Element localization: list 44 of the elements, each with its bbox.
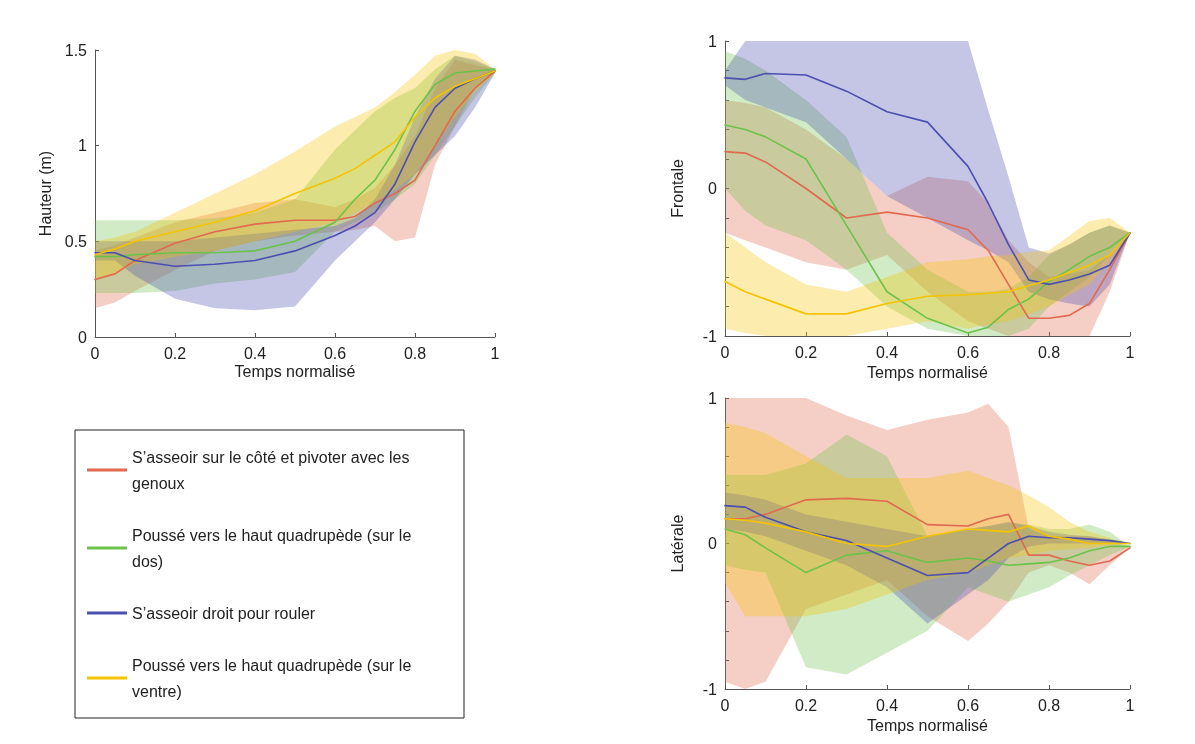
line-series <box>724 231 1131 315</box>
x-tick-label: 0 <box>720 696 730 714</box>
x-axis-title: Temps normalisé <box>867 364 989 382</box>
y-tick-label: -1 <box>702 680 718 698</box>
x-tick-label: 0.2 <box>163 344 187 362</box>
x-tick-label: 1 <box>1125 696 1135 714</box>
x-tick-label: 0.8 <box>403 344 427 362</box>
line-series <box>724 504 1131 577</box>
y-tick-label: 1.5 <box>64 41 88 59</box>
legend-label: Poussé vers le haut quadrupède (sur le dos) <box>132 526 416 570</box>
legend-label: S’asseoir droit pour rouler <box>132 604 316 622</box>
x-tick-label: 1 <box>1125 343 1135 361</box>
line-series <box>724 150 1131 320</box>
x-axis-title: Temps normalisé <box>867 717 989 735</box>
y-axis-title: Latérale <box>668 514 686 573</box>
x-tick-label: 0.8 <box>1037 343 1061 361</box>
x-tick-label: 0.2 <box>794 696 818 714</box>
legend-label: Poussé vers le haut quadrupède (sur le ventre) <box>132 656 416 700</box>
x-axis-title: Temps normalisé <box>234 362 356 380</box>
y-axis-title: Hauteur (m) <box>37 150 55 237</box>
x-tick-label: 0.4 <box>875 343 899 361</box>
x-tick-label: 0.2 <box>794 343 818 361</box>
x-tick-label: 0.8 <box>1037 696 1061 714</box>
x-tick-label: 0.6 <box>956 696 980 714</box>
line-series <box>724 517 1131 548</box>
y-tick-label: 1 <box>78 137 88 155</box>
x-tick-label: 0 <box>720 343 730 361</box>
line-series <box>724 72 1131 286</box>
x-tick-label: 1 <box>490 344 500 362</box>
y-axis-title: Frontale <box>668 159 686 218</box>
y-tick-label: -1 <box>702 327 718 345</box>
y-tick-label: 1 <box>708 32 718 50</box>
x-tick-label: 0.4 <box>875 696 899 714</box>
y-tick-label: 0 <box>708 180 718 197</box>
line-series <box>724 528 1131 574</box>
y-tick-label: 1 <box>708 389 718 407</box>
y-tick-label: 0 <box>78 328 88 346</box>
x-tick-label: 0 <box>90 344 100 362</box>
x-tick-label: 0.4 <box>243 344 267 362</box>
y-tick-label: 0 <box>708 535 718 552</box>
x-tick-label: 0.6 <box>323 344 347 362</box>
y-tick-label: 0.5 <box>64 232 88 250</box>
legend-label: S’asseoir sur le côté et pivoter avec les genoux <box>132 448 414 492</box>
x-tick-label: 0.6 <box>956 343 980 361</box>
